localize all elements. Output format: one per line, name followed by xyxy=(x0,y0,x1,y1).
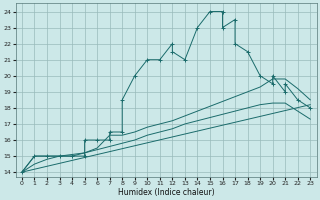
X-axis label: Humidex (Indice chaleur): Humidex (Indice chaleur) xyxy=(118,188,214,197)
